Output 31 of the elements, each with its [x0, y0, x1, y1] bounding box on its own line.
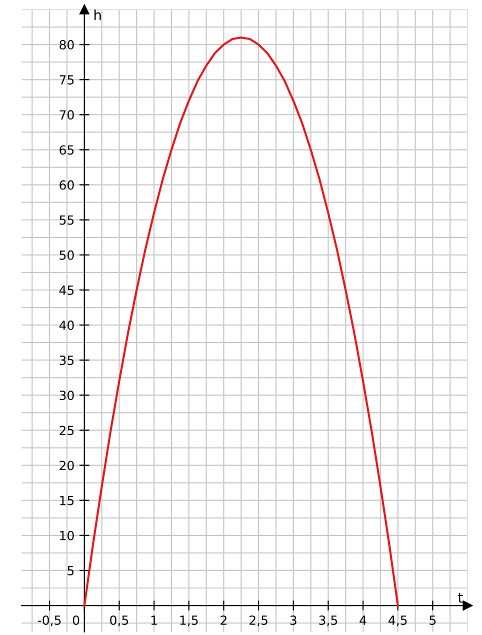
y-tick-label: 75 — [60, 75, 74, 85]
x-tick-label: 2,5 — [250, 615, 268, 626]
y-tick-label: 40 — [59, 320, 74, 330]
x-tick-label: 2 — [220, 615, 226, 625]
y-tick-label: 15 — [60, 496, 74, 506]
x-tick-label: 1 — [151, 616, 157, 625]
y-tick-label: 60 — [60, 180, 74, 190]
y-tick-label: 5 — [68, 566, 74, 576]
y-tick-label: 65 — [60, 145, 74, 155]
x-tick-label: -0,5 — [38, 615, 61, 626]
y-tick-label: 30 — [60, 390, 74, 400]
x-tick-label: 4,5 — [388, 616, 407, 626]
y-axis-title: h — [94, 10, 101, 20]
line-series — [83, 36, 399, 607]
x-tick-label: 3 — [290, 615, 296, 625]
y-tick-label: 80 — [60, 40, 74, 50]
x-tick-label: 5 — [430, 616, 436, 625]
x-tick-label: 4 — [360, 616, 366, 625]
x-tick-label: 0 — [72, 615, 80, 625]
y-tick-label: 20 — [60, 460, 74, 470]
x-tick-label: 0,5 — [110, 615, 128, 626]
y-tick-label: 50 — [60, 250, 74, 260]
x-axis-title: t — [458, 592, 463, 603]
x-tick-label: 1,5 — [180, 616, 198, 626]
y-tick-label: 45 — [59, 286, 74, 295]
y-tick-label: 55 — [60, 216, 74, 225]
y-tick-label: 25 — [60, 426, 74, 436]
y-tick-label: 35 — [60, 356, 74, 366]
y-tick-label: 70 — [60, 110, 74, 120]
x-tick-label: 3,5 — [319, 615, 338, 626]
y-tick-label: 10 — [60, 530, 74, 540]
